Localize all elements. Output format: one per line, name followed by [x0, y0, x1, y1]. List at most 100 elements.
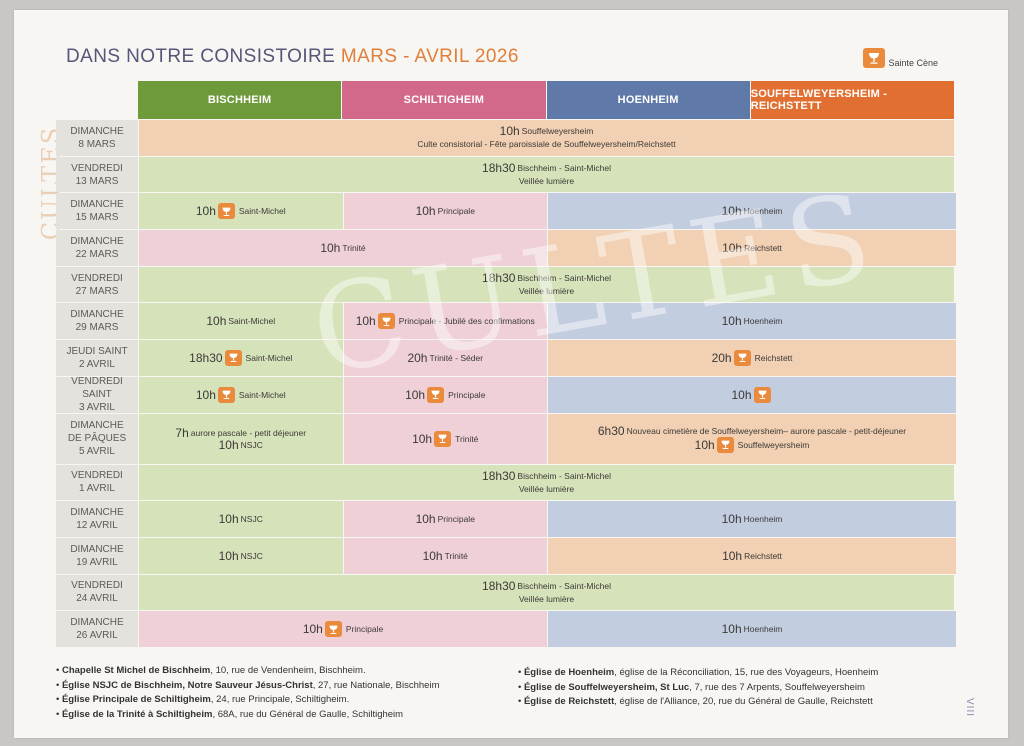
column-header: HOENHEIM [546, 81, 750, 119]
service-cell: 18h30 Bischheim - Saint-Michel Veillée lum… [139, 574, 954, 611]
service-cell: 10h NSJC [139, 501, 343, 537]
service-cell: 20h Trinité - Séder [343, 340, 547, 376]
service-line: 18h30 Bischheim - Saint-Michel [482, 272, 611, 284]
service-place: Reichstett [754, 352, 793, 363]
day-name: DIMANCHE [70, 235, 124, 247]
day-name: DIMANCHE [70, 199, 124, 211]
service-time: 10h [731, 387, 752, 402]
address-name: Chapelle St Michel de Bischheim [61, 665, 211, 676]
service-time: 7h [175, 425, 189, 440]
service-time: 10h [694, 437, 715, 452]
service-cell: 18h30 Bischheim - Saint-Michel Veillée lum… [139, 464, 954, 501]
row-date-label: DIMANCHE 15 MARS [56, 193, 138, 230]
row-date-label: VENDREDI 13 MARS [56, 156, 138, 193]
service-cell: 7h aurore pascale - petit déjeuner 10h NSJC [139, 413, 343, 464]
page-title: DANS NOTRE CONSISTOIRE MARS - AVRIL 2026 [66, 46, 519, 68]
table-row: DIMANCHE DE PÂQUES 5 AVRIL 7h aurore pascale… [56, 413, 956, 464]
address-item: Église Principale de Schiltigheim, 24, r… [56, 693, 439, 708]
service-place: Principale [448, 389, 486, 400]
day-name: DIMANCHE [70, 543, 124, 555]
address-name: Église de Souffelweyersheim, St Luc [523, 681, 690, 693]
service-cell: 18h30 Saint-Michel [139, 340, 343, 376]
service-place: Principale [437, 514, 475, 525]
row-date-label: DIMANCHE 26 AVRIL [56, 611, 138, 647]
service-place: Trinité - Séder [429, 352, 484, 363]
address-item: Église de Souffelweyersheim, St Luc, 7, … [518, 681, 878, 696]
service-cell: 10h Principale [139, 611, 547, 647]
day-name: DIMANCHE [70, 125, 124, 137]
address-detail: , église de l'Alliance, 20, rue du Génér… [614, 696, 873, 707]
service-cell: 10h Saint-Michel [139, 303, 343, 340]
table-header: BISCHHEIM SCHILTIGHEIM HOENHEIM SOUFFELWEYE… [138, 81, 954, 119]
row-date-label: DIMANCHE 29 MARS [56, 303, 138, 340]
service-line: 10h Hoenheim [722, 623, 783, 635]
service-cell: 10h Saint-Michel [139, 193, 343, 230]
service-cell: 10h Principale [343, 193, 547, 230]
address-detail: , 10, rue de Vendenheim, Bischheim. [210, 665, 366, 676]
service-place: NSJC [240, 439, 263, 450]
day-name: DIMANCHE [70, 309, 124, 321]
service-place: Saint-Michel [238, 389, 286, 400]
address-detail: , 7, rue des 7 Arpents, Souffelweyershei… [689, 681, 865, 693]
chalice-icon [716, 436, 734, 453]
day-name: VENDREDI [71, 580, 123, 592]
service-time: 20h [711, 350, 732, 365]
page-number: VIII [964, 697, 976, 718]
service-cell: 10h Hoenheim [548, 193, 956, 230]
row-date-label: VENDREDI 27 MARS [56, 266, 138, 303]
service-cell: 10h Reichstett [548, 230, 956, 266]
day-date: 13 MARS [75, 175, 119, 187]
row-cells: 18h30 Bischheim - Saint-Michel Veillée lum… [139, 464, 954, 501]
day-date: 3 AVRIL [79, 402, 115, 414]
service-cell: 10h [548, 376, 956, 413]
address-item: Église de Hoenheim, église de la Réconci… [518, 666, 878, 681]
row-cells: 18h30 Bischheim - Saint-Michel Veillée lum… [139, 156, 954, 193]
row-cells: 10h Trinité 10h Reichstett [139, 230, 956, 266]
service-line: 10h Principale [416, 513, 475, 525]
service-place: Principale [437, 206, 475, 217]
service-time: 18h30 [482, 161, 516, 176]
service-time: 10h [206, 314, 227, 329]
service-cell: 6h30 Nouveau cimetière de Souffelweyershe… [548, 413, 956, 464]
service-cell: 18h30 Bischheim - Saint-Michel Veillée lum… [139, 266, 954, 303]
day-name: DIMANCHE [70, 507, 124, 519]
row-date-label: DIMANCHE 12 AVRIL [56, 501, 138, 537]
service-place: Bischheim - Saint-Michel [517, 470, 611, 481]
address-name: Église NSJC de Bischheim, Notre Sauveur … [61, 679, 313, 691]
table-row: DIMANCHE 12 AVRIL 10h NSJC 10h Principale 10h H… [56, 501, 956, 537]
table-row: VENDREDI 27 MARS 18h30 Bischheim - Saint-Mi… [56, 266, 954, 303]
service-line: 10h Principale [302, 621, 383, 638]
address-name: Église Principale de Schiltigheim [61, 694, 211, 705]
row-cells: 18h30 Bischheim - Saint-Michel Veillée lum… [139, 266, 954, 303]
service-cell: 10h Trinité [343, 413, 547, 464]
row-date-label: VENDREDI 24 AVRIL [56, 574, 138, 611]
service-time: 10h [302, 622, 323, 637]
service-place: Souffelweyersheim [737, 439, 810, 450]
service-place: Saint-Michel [228, 316, 276, 327]
table-row: DIMANCHE 29 MARS 10h Saint-Michel 10h Princip… [56, 303, 956, 340]
service-time: 10h [499, 124, 520, 139]
service-cell: 10h Hoenheim [548, 501, 956, 537]
column-header: SCHILTIGHEIM [342, 81, 546, 119]
day-date: 15 MARS [75, 212, 119, 224]
service-place: Bischheim - Saint-Michel [517, 273, 611, 284]
title-accent: MARS - AVRIL 2026 [340, 46, 519, 67]
service-time: 10h [721, 204, 742, 219]
table-row: VENDREDI 13 MARS 18h30 Bischheim - Saint-Mi… [56, 156, 954, 193]
table-row: VENDREDI SAINT 3 AVRIL 10h Saint-Michel 10h P… [56, 376, 956, 414]
address-list-left: Chapelle St Michel de Bischheim, 10, rue… [56, 664, 440, 722]
address-list-right: Église de Hoenheim, église de la Réconci… [518, 666, 878, 710]
service-time: 10h [405, 387, 426, 402]
column-header: BISCHHEIM [138, 81, 342, 119]
address-detail: , 24, rue Principale, Schiltigheim. [210, 694, 350, 705]
table-row: DIMANCHE 15 MARS 10h Saint-Michel 10h Princip… [56, 193, 956, 230]
day-name: DIMANCHE [70, 420, 124, 431]
service-line: 10h Saint-Michel [196, 386, 286, 403]
day-date: 12 AVRIL [76, 520, 118, 532]
service-line: 10h Trinité [412, 430, 478, 447]
service-cell: 10h Principale [343, 501, 547, 537]
address-name: Église de la Trinité à Schiltigheim [61, 708, 213, 720]
service-place: NSJC [240, 550, 263, 561]
service-time: 10h [721, 622, 742, 637]
row-date-label: VENDREDI 1 AVRIL [56, 464, 138, 501]
